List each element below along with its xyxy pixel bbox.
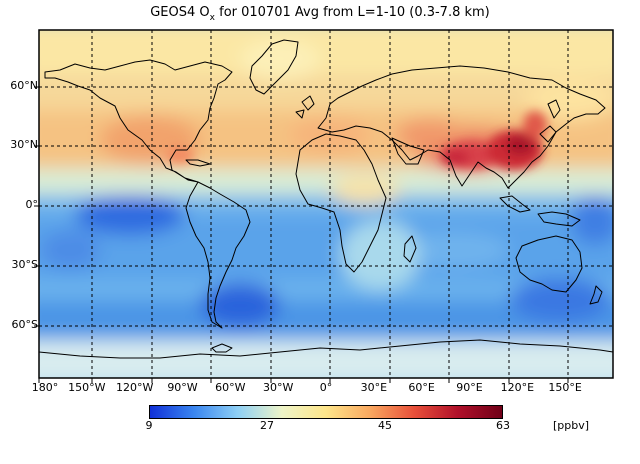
colorbar-tick-63: 63	[496, 419, 510, 432]
lon-label-30e: 30°E	[360, 381, 388, 394]
colorbar-tick-9: 9	[145, 419, 153, 432]
ozone-field	[39, 30, 613, 378]
lat-label-60s: 60°S	[11, 318, 38, 331]
lat-label-60n: 60°N	[10, 79, 38, 92]
lon-label-90w: 90°W	[167, 381, 198, 394]
lat-label-30n: 30°N	[10, 138, 38, 151]
lon-label-0: 0°	[319, 381, 333, 394]
map-frame	[38, 29, 614, 379]
map-title: GEOS4 Ox for 010701 Avg from L=1-10 (0.3…	[0, 5, 640, 23]
lon-label-180: 180°	[31, 381, 59, 394]
lon-label-150e: 150°E	[548, 381, 582, 394]
colorbar	[149, 405, 503, 419]
lat-label-0: 0°	[25, 198, 39, 211]
axis-ticks	[34, 86, 569, 383]
lon-label-30w: 30°W	[262, 381, 294, 394]
lon-label-150w: 150°W	[68, 381, 106, 394]
lon-label-60e: 60°E	[408, 381, 435, 394]
title-text: GEOS4 O	[150, 5, 210, 20]
title-suffix: for 010701 Avg from L=1-10 (0.3-7.8 km)	[214, 5, 490, 20]
colorbar-tick-27: 27	[260, 419, 274, 432]
lon-label-120w: 120°W	[115, 381, 154, 394]
lon-label-120e: 120°E	[500, 381, 535, 394]
graticule	[39, 30, 613, 378]
lon-label-60w: 60°W	[215, 381, 246, 394]
colorbar-tick-45: 45	[378, 419, 392, 432]
title-subscript: x	[209, 13, 215, 23]
lat-label-30s: 30°S	[11, 258, 38, 271]
colorbar-units: [ppbv]	[553, 419, 590, 432]
lon-label-90e: 90°E	[456, 381, 483, 394]
